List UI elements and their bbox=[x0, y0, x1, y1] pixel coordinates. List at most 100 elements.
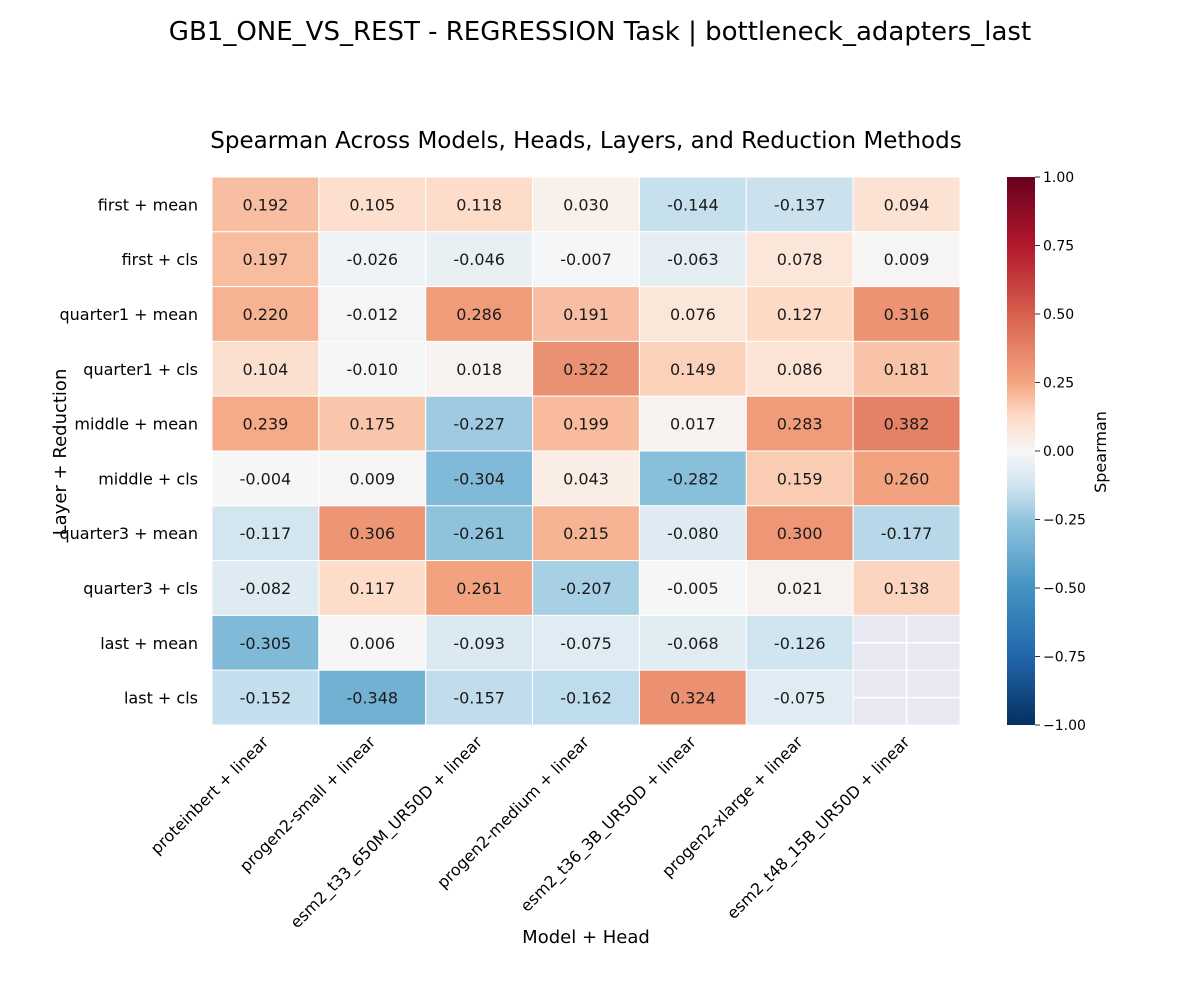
cell-value-label: 0.043 bbox=[563, 469, 609, 488]
cell-value-label: -0.152 bbox=[240, 689, 292, 708]
cell-value-label: 0.118 bbox=[456, 195, 502, 214]
cell-value-label: -0.068 bbox=[667, 634, 719, 653]
heatmap-cell-missing bbox=[852, 614, 961, 671]
cell-value-label: -0.012 bbox=[346, 305, 398, 324]
heatmap-cell bbox=[852, 340, 961, 397]
heatmap-cell bbox=[638, 669, 747, 726]
cell-value-label: -0.261 bbox=[453, 524, 505, 543]
cell-value-label: -0.075 bbox=[774, 689, 826, 708]
y-axis-label: Layer + Reduction bbox=[50, 369, 71, 536]
heatmap-cell bbox=[745, 286, 854, 342]
heatmap-cell bbox=[532, 669, 640, 726]
heatmap-cell bbox=[211, 505, 320, 562]
cell-value-label: 0.306 bbox=[349, 524, 395, 543]
cell-value-label: 0.017 bbox=[670, 415, 716, 434]
cell-value-label: -0.207 bbox=[560, 579, 612, 598]
cell-value-label: 0.220 bbox=[243, 305, 289, 324]
cell-value-label: -0.137 bbox=[774, 195, 826, 214]
heatmap-cell bbox=[745, 231, 854, 288]
y-tick-label: last + mean bbox=[100, 634, 198, 653]
heatmap-cell bbox=[425, 450, 534, 507]
cell-value-label: -0.177 bbox=[881, 524, 933, 543]
cell-value-label: -0.080 bbox=[667, 524, 719, 543]
heatmap-cell bbox=[425, 669, 534, 726]
cell-value-label: -0.282 bbox=[667, 469, 719, 488]
heatmap-cell bbox=[425, 505, 534, 562]
heatmap-cell bbox=[638, 614, 747, 671]
y-tick-label: last + cls bbox=[124, 689, 198, 708]
colorbar-ticks: 1.00 0.75 0.50 0.25 0.00 −0.25 −0.50 −0.75 −1.00 bbox=[1035, 170, 1086, 734]
cell-value-label: -0.075 bbox=[560, 634, 612, 653]
cell-value-label: -0.063 bbox=[667, 250, 719, 269]
heatmap-cell bbox=[852, 231, 961, 288]
y-tick-label: middle + cls bbox=[98, 469, 198, 488]
cell-value-label: 0.159 bbox=[777, 469, 823, 488]
y-tick-label: middle + mean bbox=[74, 415, 198, 434]
heatmap-cell bbox=[745, 669, 854, 726]
heatmap-cell bbox=[638, 231, 747, 288]
cell-value-label: -0.348 bbox=[346, 689, 398, 708]
cell-value-label: -0.093 bbox=[453, 634, 505, 653]
cell-value-label: 0.181 bbox=[884, 360, 930, 379]
heatmap-cell bbox=[425, 176, 534, 233]
x-tick-label: proteinbert + linear bbox=[147, 732, 273, 858]
cell-value-label: 0.105 bbox=[349, 195, 395, 214]
heatmap-cell bbox=[425, 614, 534, 671]
heatmap-cell bbox=[852, 505, 961, 562]
cell-value-label: 0.324 bbox=[670, 689, 716, 708]
cell-value-label: -0.305 bbox=[240, 634, 292, 653]
y-tick-labels: first + mean first + cls quarter1 + mean qu… bbox=[59, 195, 198, 707]
cell-value-label: 0.021 bbox=[777, 579, 823, 598]
y-tick-label: quarter1 + mean bbox=[59, 305, 198, 324]
heatmap-cell bbox=[638, 560, 747, 616]
cell-value-label: -0.046 bbox=[453, 250, 505, 269]
cell-value-label: -0.157 bbox=[453, 689, 505, 708]
cell-value-label: 0.009 bbox=[349, 469, 395, 488]
cell-value-label: 0.149 bbox=[670, 360, 716, 379]
heatmap-cell bbox=[211, 231, 320, 288]
heatmap-cell bbox=[318, 286, 427, 342]
heatmap-cell bbox=[532, 286, 640, 342]
heatmap-cell-missing bbox=[852, 669, 961, 726]
cell-value-label: 0.030 bbox=[563, 195, 609, 214]
heatmap-cell bbox=[532, 340, 640, 397]
cell-value-label: -0.227 bbox=[453, 415, 505, 434]
y-tick-label: quarter1 + cls bbox=[83, 360, 198, 379]
y-tick-label: quarter3 + cls bbox=[83, 579, 198, 598]
heatmap-cell bbox=[318, 176, 427, 233]
heatmap-cell bbox=[638, 450, 747, 507]
colorbar-tick-label: 0.25 bbox=[1043, 376, 1074, 392]
y-tick-label: quarter3 + mean bbox=[59, 524, 198, 543]
x-tick-label: esm2_t36_3B_UR50D + linear bbox=[516, 732, 700, 916]
heatmap-cell bbox=[532, 560, 640, 616]
heatmap-cell bbox=[638, 505, 747, 562]
cell-value-label: -0.144 bbox=[667, 195, 719, 214]
x-tick-label: esm2_t33_650M_UR50D + linear bbox=[286, 732, 487, 933]
cell-value-label: 0.215 bbox=[563, 524, 609, 543]
cell-value-label: -0.005 bbox=[667, 579, 719, 598]
colorbar bbox=[1007, 177, 1035, 725]
heatmap-cell bbox=[318, 450, 427, 507]
heatmap-cell bbox=[318, 340, 427, 397]
heatmap-cells: 0.192 0.105 0.118 0.030 -0.144 -0.137 0.094 0.1… bbox=[211, 176, 961, 726]
cell-value-label: 0.197 bbox=[243, 250, 289, 269]
cell-value-label: 0.078 bbox=[777, 250, 823, 269]
cell-value-label: 0.009 bbox=[884, 250, 930, 269]
heatmap-cell bbox=[425, 395, 534, 452]
cell-value-label: 0.322 bbox=[563, 360, 609, 379]
cell-value-label: 0.382 bbox=[884, 415, 930, 434]
chart-title: Spearman Across Models, Heads, Layers, a… bbox=[210, 128, 961, 154]
colorbar-tick-label: −0.75 bbox=[1043, 650, 1086, 666]
heatmap-cell bbox=[425, 286, 534, 342]
heatmap-cell bbox=[745, 560, 854, 616]
cell-value-label: -0.082 bbox=[240, 579, 292, 598]
cell-value-label: -0.010 bbox=[346, 360, 398, 379]
cell-value-label: 0.086 bbox=[777, 360, 823, 379]
cell-value-label: -0.162 bbox=[560, 689, 612, 708]
heatmap-cell bbox=[211, 395, 320, 452]
cell-value-label: 0.192 bbox=[243, 195, 289, 214]
figure-suptitle: GB1_ONE_VS_REST - REGRESSION Task | bott… bbox=[169, 17, 1031, 47]
colorbar-label: Spearman bbox=[1091, 411, 1110, 493]
cell-value-label: 0.191 bbox=[563, 305, 609, 324]
